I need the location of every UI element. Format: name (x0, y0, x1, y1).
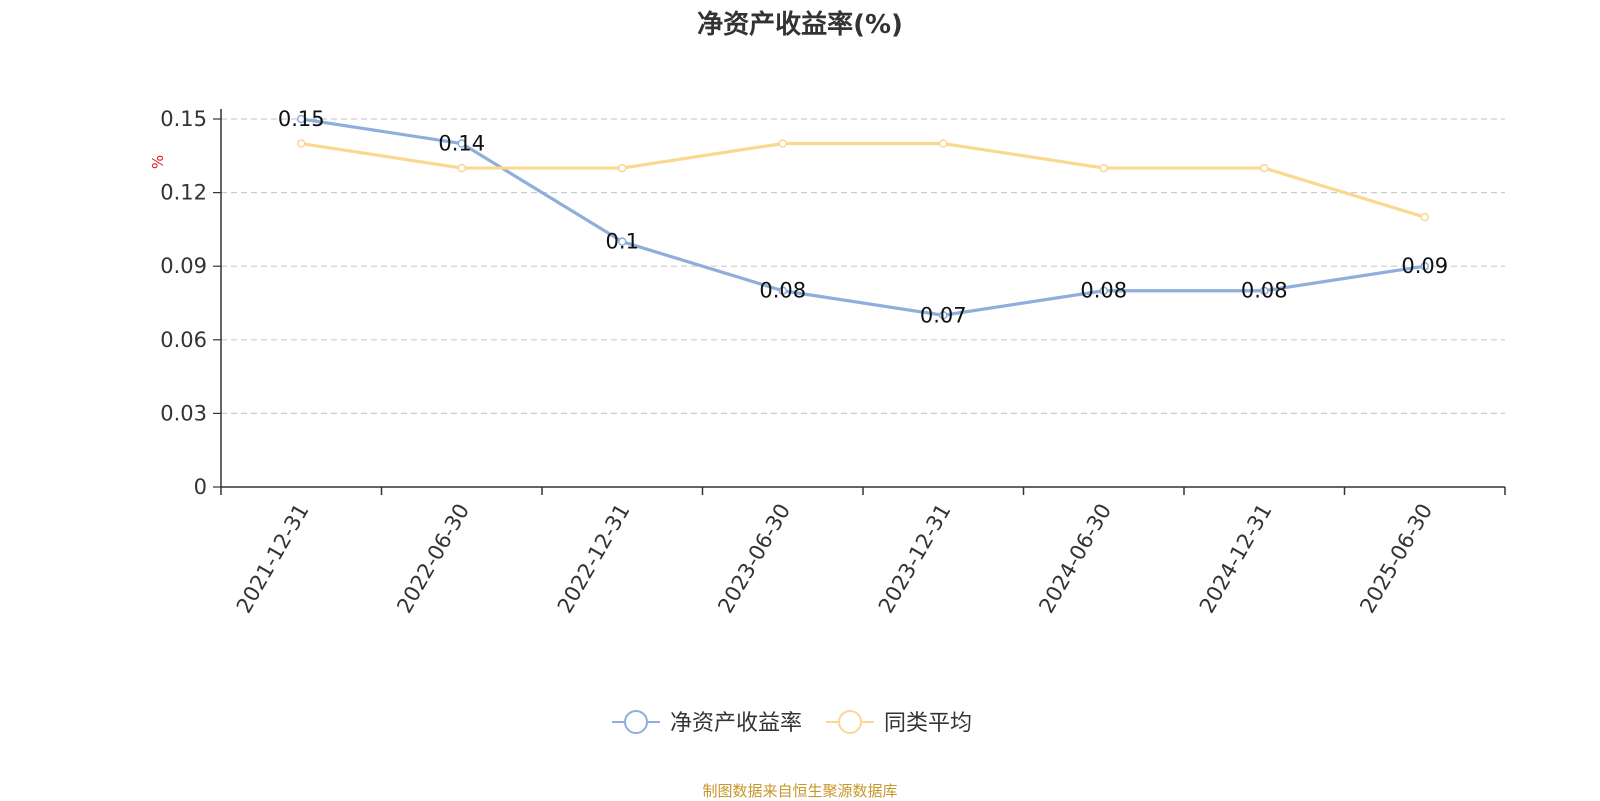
chart-title: 净资产收益率(%) (697, 10, 903, 40)
x-tick-label: 2022-06-30 (392, 500, 474, 618)
legend-swatch-marker (624, 710, 648, 734)
legend-item: 净资产收益率 (612, 710, 802, 736)
data-point (1099, 286, 1108, 295)
data-point (1260, 163, 1269, 173)
legend-label: 净资产收益率 (670, 711, 802, 736)
y-tick-label: 0.03 (160, 401, 207, 425)
data-label: 0.15 (278, 107, 325, 131)
data-point (618, 237, 627, 246)
legend-swatch-marker (838, 710, 863, 734)
data-point (1420, 212, 1429, 222)
data-label: 0.08 (759, 279, 806, 303)
data-label: 0.09 (1401, 254, 1448, 278)
x-tick-label: 2023-06-30 (713, 500, 795, 618)
y-tick-label: 0.12 (160, 181, 207, 205)
legend-item: 同类平均 (826, 710, 972, 736)
data-label: 0.07 (920, 303, 967, 327)
x-tick-label: 2021-12-31 (232, 500, 314, 618)
series-line (301, 117, 1425, 317)
source-note: 制图数据来自恒生聚源数据库 (702, 782, 898, 800)
x-tick-label: 2022-12-31 (553, 500, 635, 618)
data-point (457, 163, 466, 173)
y-tick-label: 0.15 (160, 107, 207, 131)
data-label: 0.14 (438, 132, 485, 156)
x-tick-label: 2023-12-31 (874, 500, 956, 618)
data-label: 0.08 (1080, 279, 1127, 303)
grid-lines (221, 118, 1505, 414)
y-tick-label: 0.06 (160, 328, 207, 352)
x-tick-label: 2024-06-30 (1034, 500, 1116, 618)
data-point (457, 139, 466, 148)
series-lines (297, 114, 1429, 320)
data-point (1260, 286, 1269, 295)
y-tick-label: 0.09 (160, 254, 207, 278)
data-point (778, 139, 787, 148)
data-point (297, 139, 306, 148)
series-line (301, 141, 1426, 219)
data-label: 0.08 (1241, 279, 1288, 303)
data-point (939, 139, 948, 148)
y-axis-label: % (149, 155, 167, 169)
data-point (778, 286, 787, 295)
x-tick-label: 2024-12-31 (1195, 500, 1277, 618)
data-point (1099, 163, 1108, 173)
legend: 净资产收益率 同类平均 (612, 710, 972, 736)
data-point (297, 114, 306, 124)
data-label: 0.1 (606, 230, 639, 254)
legend-label: 同类平均 (884, 711, 972, 736)
data-labels: 0.15 0.14 0.1 0.08 0.07 0.08 0.08 0.09 (278, 107, 1448, 327)
y-tick-label: 0 (194, 475, 207, 499)
axes: 0 0.03 0.06 0.09 0.12 0.15% 2021-12-31 2022-06-… (149, 107, 1506, 618)
data-point (1420, 261, 1429, 271)
data-point (939, 311, 948, 320)
line-chart: 0 0.03 0.06 0.09 0.12 0.15% 2021-12-31 2022-06-… (149, 107, 1506, 736)
x-tick-label: 2025-06-30 (1355, 500, 1437, 618)
data-point (618, 163, 627, 173)
